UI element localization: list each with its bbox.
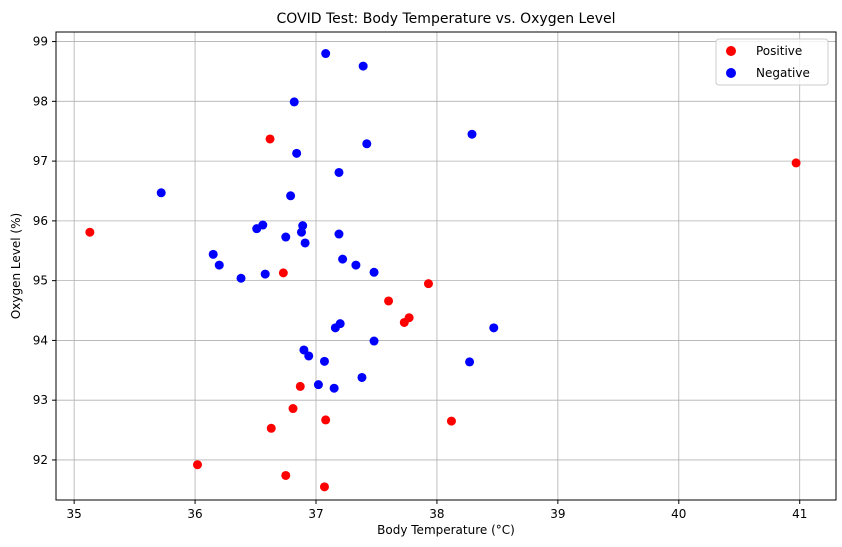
data-point-negative [321, 49, 331, 59]
data-point-negative [313, 380, 323, 390]
data-point-positive [423, 279, 433, 289]
y-tick-label: 93 [33, 393, 48, 407]
data-points [85, 49, 801, 492]
y-tick-label: 95 [33, 274, 48, 288]
data-point-positive [278, 268, 288, 278]
data-point-positive [266, 423, 276, 433]
legend-label-positive: Positive [756, 44, 802, 58]
y-tick-label: 98 [33, 94, 48, 108]
y-tick-label: 99 [33, 35, 48, 49]
y-tick-label: 92 [33, 453, 48, 467]
data-point-positive [192, 460, 202, 470]
data-point-positive [295, 381, 305, 391]
data-point-negative [214, 260, 224, 270]
data-point-positive [384, 296, 394, 306]
data-point-negative [252, 224, 262, 234]
legend-box [715, 38, 829, 86]
x-tick-label: 36 [187, 507, 202, 521]
x-tick-label: 41 [792, 507, 807, 521]
data-point-negative [319, 356, 329, 366]
data-point-negative [329, 383, 339, 393]
grid [56, 32, 836, 500]
data-point-negative [334, 229, 344, 239]
data-point-negative [465, 357, 475, 367]
data-point-positive [791, 158, 801, 168]
data-point-negative [369, 267, 379, 277]
x-axis-title: Body Temperature (°C) [377, 523, 515, 537]
x-tick-label: 40 [671, 507, 686, 521]
data-point-negative [467, 129, 477, 139]
data-point-negative [208, 249, 218, 259]
data-point-negative [281, 232, 291, 242]
y-tick-label: 94 [33, 333, 48, 347]
data-point-negative [362, 139, 372, 149]
legend: Positive Negative [715, 38, 829, 86]
data-point-negative [300, 238, 310, 248]
data-point-negative [286, 191, 296, 201]
data-point-positive [319, 482, 329, 492]
data-point-negative [351, 260, 361, 270]
data-point-positive [281, 470, 291, 480]
axis-ticks: 35 36 37 38 39 40 41 92 93 94 95 96 97 98 99 [33, 35, 808, 521]
x-tick-label: 35 [66, 507, 81, 521]
data-point-negative [304, 351, 314, 361]
data-point-negative [369, 336, 379, 346]
data-point-negative [296, 227, 306, 237]
data-point-positive [446, 416, 456, 426]
data-point-negative [338, 254, 348, 264]
legend-label-negative: Negative [756, 66, 810, 80]
y-axis-title: Oxygen Level (%) [9, 213, 23, 319]
data-point-positive [265, 134, 275, 144]
legend-marker-negative [726, 68, 736, 78]
y-tick-label: 96 [33, 214, 48, 228]
x-tick-label: 39 [550, 507, 565, 521]
data-point-negative [260, 269, 270, 279]
data-point-negative [292, 148, 302, 158]
chart-title: COVID Test: Body Temperature vs. Oxygen … [277, 11, 616, 27]
data-point-negative [299, 345, 309, 355]
data-point-negative [236, 273, 246, 283]
y-tick-label: 97 [33, 154, 48, 168]
data-point-negative [357, 372, 367, 382]
data-point-positive [321, 415, 331, 425]
data-point-negative [156, 188, 166, 198]
data-point-negative [358, 61, 368, 71]
plot-area-frame [55, 31, 837, 501]
data-point-negative [330, 323, 340, 333]
data-point-negative [489, 323, 499, 333]
legend-marker-positive [726, 46, 736, 56]
data-point-negative [289, 97, 299, 107]
data-point-positive [399, 317, 409, 327]
x-tick-label: 37 [308, 507, 323, 521]
data-point-positive [85, 227, 95, 237]
data-point-positive [288, 404, 298, 414]
x-tick-label: 38 [429, 507, 444, 521]
data-point-negative [334, 167, 344, 177]
